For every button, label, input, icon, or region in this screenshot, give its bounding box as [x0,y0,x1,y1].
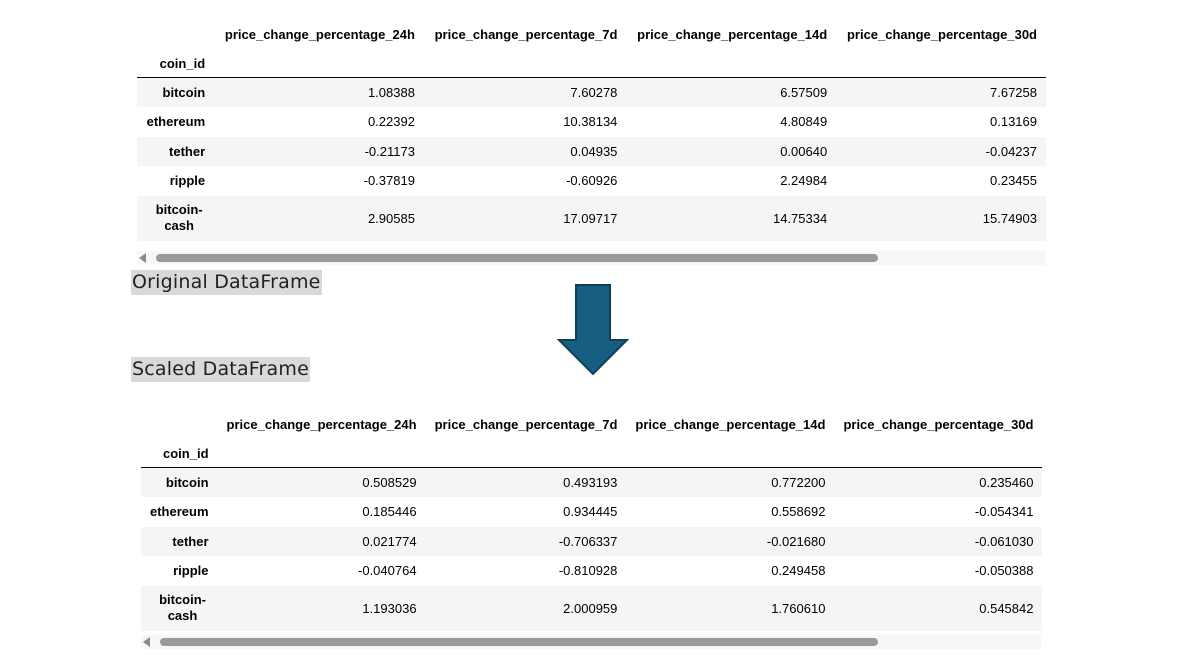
table-cell: -0.810928 [558,563,618,579]
table-cell: -0.040764 [358,563,417,579]
scaled-dataframe-table: price_change_percentage_24h price_change… [141,409,1043,631]
table-cell: -0.021680 [766,533,826,549]
column-header: price_change_percentage_7d [434,416,618,432]
index-name-row: coin_id [137,49,1046,78]
table-cell: 6.57509 [780,85,828,100]
scaled-dataframe-label: Scaled DataFrame [131,357,310,382]
row-index: tether [169,143,206,159]
table-cell: 2.90585 [367,210,415,226]
index-name: coin_id [137,49,215,78]
table-cell: 0.185446 [362,504,417,520]
table-cell: 0.22392 [367,114,415,130]
table-row: bitcoin 1.08388 7.60278 6.57509 7.67258 [137,77,1046,107]
table-cell: 2.24984 [780,173,828,189]
table-cell: 0.13169 [990,114,1037,130]
column-header: price_change_percentage_7d [434,26,618,42]
scrollbar-thumb[interactable] [156,254,878,262]
row-index-label: bitcoin-cash [159,592,206,623]
table-row: ethereum 0.22392 10.38134 4.80849 0.1316… [137,107,1046,137]
row-index: tether [172,533,209,549]
table-cell: 0.772200 [771,475,826,490]
table-cell: 14.75334 [772,210,828,226]
row-index: ripple [173,563,209,579]
table-cell: -0.706337 [558,533,618,549]
column-header: price_change_percentage_14d [635,416,826,432]
table-cell: 10.38134 [563,114,618,130]
table-row: bitcoin 0.508529 0.493193 0.772200 0.235… [141,467,1043,497]
row-index: bitcoin [165,475,209,490]
column-header: price_change_percentage_24h [224,26,415,42]
index-name-row: coin_id [141,439,1043,468]
table-row: ethereum 0.185446 0.934445 0.558692 -0.0… [141,497,1043,527]
table-cell: 0.249458 [771,563,826,579]
original-dataframe-table: price_change_percentage_24h price_change… [137,19,1046,241]
row-index-label: bitcoin-cash [155,202,203,233]
triangle-left-icon[interactable] [143,637,150,647]
row-index: ripple [169,173,206,189]
table-cell: 0.934445 [563,504,618,520]
table-row: tether 0.021774 -0.706337 -0.021680 -0.0… [141,526,1043,556]
column-header: price_change_percentage_24h [226,416,417,432]
row-index: bitcoin-cash [137,196,214,241]
table-cell: 1.760610 [771,600,826,616]
table-cell: 2.000959 [563,600,618,616]
table-cell: -0.60926 [566,173,618,189]
horizontal-scrollbar[interactable] [141,635,1041,649]
column-header: price_change_percentage_30d [843,416,1034,432]
row-index: bitcoin-cash [141,586,218,631]
table-row: ripple -0.37819 -0.60926 2.24984 0.23455 [137,166,1046,196]
table-cell: 7.67258 [990,85,1037,100]
row-index: bitcoin [162,85,206,100]
table-cell: 15.74903 [982,210,1037,226]
table-row: bitcoin-cash 1.193036 2.000959 1.760610 … [141,585,1043,631]
table-cell: 0.493193 [563,475,618,490]
table-cell: 0.021774 [362,533,417,549]
row-index: ethereum [150,504,209,520]
column-header: price_change_percentage_30d [846,26,1037,42]
table-row: ripple -0.040764 -0.810928 0.249458 -0.0… [141,556,1043,586]
original-dataframe-label: Original DataFrame [131,270,322,295]
table-cell: 0.04935 [570,143,618,159]
table-cell: 17.09717 [563,210,618,226]
row-index: ethereum [146,114,206,130]
table-cell: -0.061030 [974,533,1034,549]
table-cell: 0.23455 [990,173,1037,189]
table-row: tether -0.21173 0.04935 0.00640 -0.04237 [137,136,1046,166]
column-header-row: price_change_percentage_24h price_change… [137,19,1046,49]
table-row: bitcoin-cash 2.90585 17.09717 14.75334 1… [137,195,1046,241]
arrow-down-icon [557,284,629,376]
table-cell: 0.00640 [780,143,828,159]
table-cell: -0.054341 [974,504,1034,520]
table-cell: 0.558692 [771,504,826,520]
table-cell: -0.050388 [974,563,1034,579]
table-cell: 0.235460 [979,475,1034,490]
index-corner [137,19,214,49]
column-header-row: price_change_percentage_24h price_change… [141,409,1042,439]
table-cell: 1.08388 [367,85,415,100]
table-cell: -0.21173 [364,143,415,159]
table-cell: 0.545842 [979,600,1034,616]
table-cell: 0.508529 [362,475,417,490]
horizontal-scrollbar[interactable] [137,251,1046,265]
triangle-left-icon[interactable] [139,253,146,263]
table-cell: -0.37819 [363,173,415,189]
table-cell: -0.04237 [985,143,1037,159]
table-cell: 1.193036 [362,600,417,616]
scrollbar-thumb[interactable] [160,638,878,646]
table-cell: 4.80849 [780,114,828,130]
column-header: price_change_percentage_14d [637,26,828,42]
index-name: coin_id [141,439,218,468]
index-corner [141,409,218,439]
table-cell: 7.60278 [570,85,618,100]
